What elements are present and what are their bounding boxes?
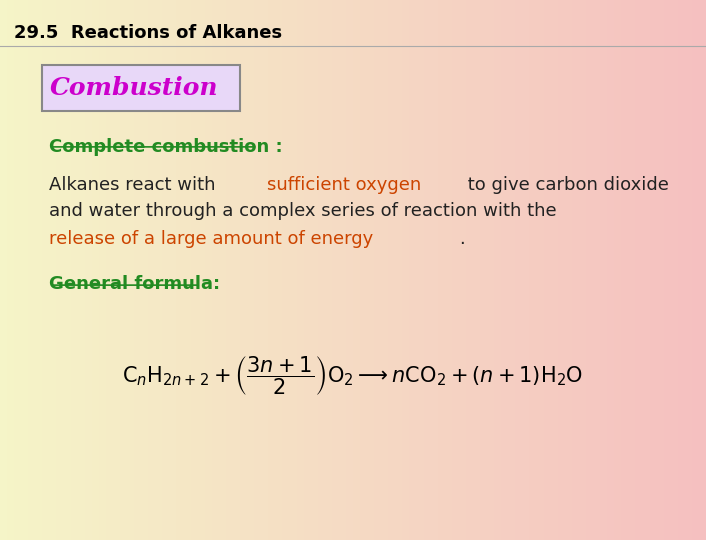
Text: sufficient oxygen: sufficient oxygen <box>267 176 421 193</box>
Text: General formula:: General formula: <box>50 275 220 293</box>
Text: and water through a complex series of reaction with the: and water through a complex series of re… <box>50 202 557 220</box>
Text: 29.5  Reactions of Alkanes: 29.5 Reactions of Alkanes <box>14 24 282 42</box>
Text: $\mathrm{C}_{n}\mathrm{H}_{2n+2}+\left(\dfrac{3n+1}{2}\right)\mathrm{O}_{2}\long: $\mathrm{C}_{n}\mathrm{H}_{2n+2}+\left(\… <box>122 354 583 397</box>
Text: to give carbon dioxide: to give carbon dioxide <box>462 176 669 193</box>
Text: release of a large amount of energy: release of a large amount of energy <box>50 230 374 247</box>
FancyBboxPatch shape <box>42 65 240 111</box>
Text: Complete combustion :: Complete combustion : <box>50 138 283 156</box>
Text: Alkanes react with: Alkanes react with <box>50 176 222 193</box>
Text: Combustion: Combustion <box>50 76 218 100</box>
Text: .: . <box>459 230 465 247</box>
